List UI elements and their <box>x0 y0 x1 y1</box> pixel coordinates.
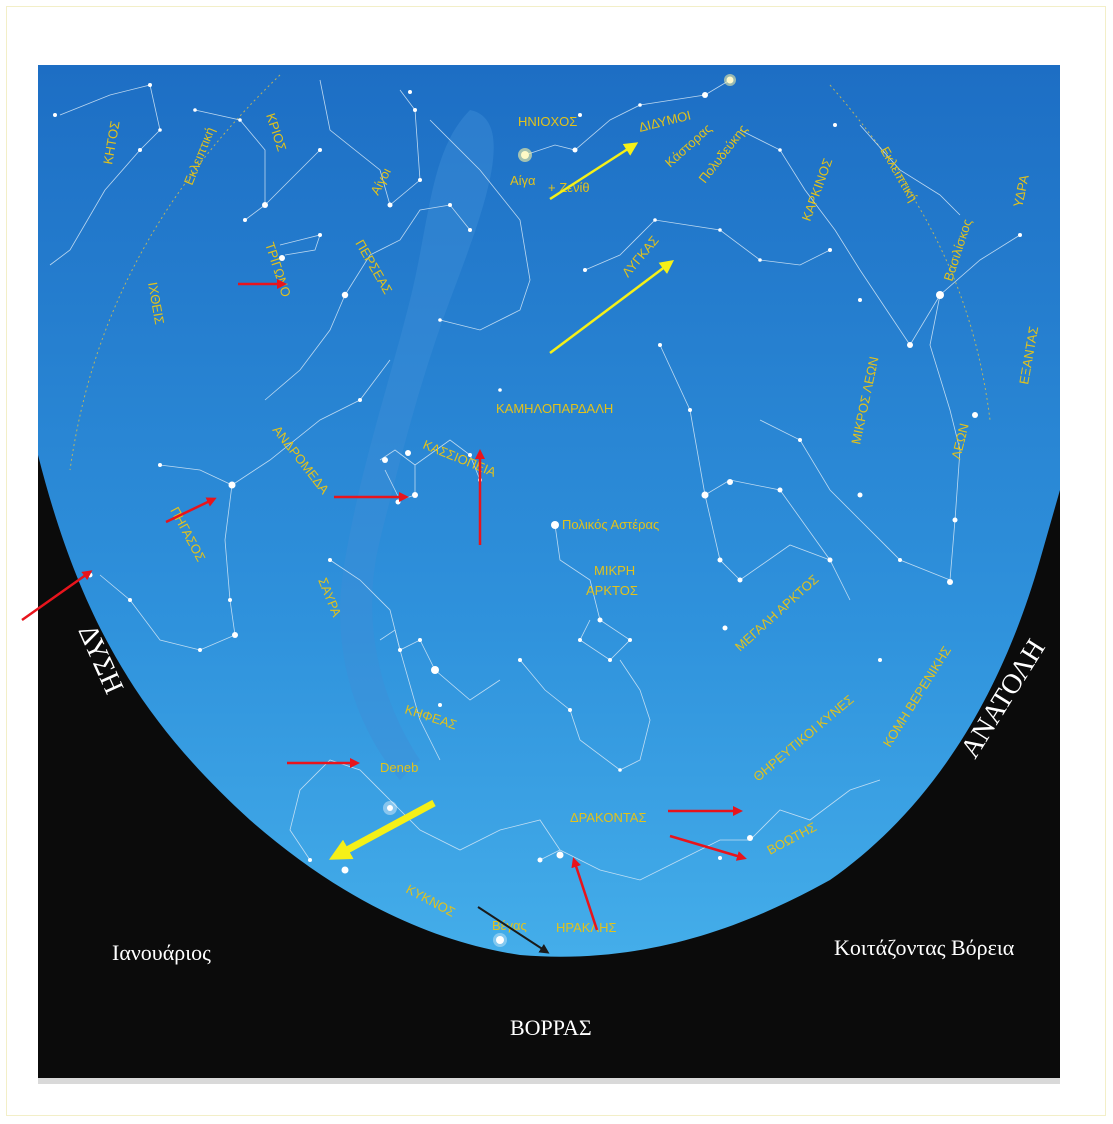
ecliptic-right-line <box>829 84 991 421</box>
month-label: Ιανουάριος <box>112 940 211 965</box>
view-label: Κοιτάζοντας Βόρεια <box>834 935 1015 960</box>
arrow-red-voitis-2 <box>669 834 747 861</box>
page-frame <box>6 6 1106 1116</box>
arrow-red-west <box>21 570 93 622</box>
label-aiga: Αίγα <box>510 173 536 188</box>
label-mikri-arktos-2: ΑΡΚΤΟΣ <box>586 583 638 598</box>
label-mikri-arktos-1: ΜΙΚΡΗ <box>594 563 635 578</box>
label-iniochos: ΗΝΙΟΧΟΣ <box>518 114 577 129</box>
arrow-yellow-didymoi <box>549 142 639 201</box>
ecliptic-left-line <box>69 74 281 471</box>
arrow-yellow-lygkas <box>549 260 674 354</box>
label-ichtheis: ΙΧΘΕΙΣ <box>145 281 167 326</box>
annotation-arrows <box>21 142 747 954</box>
arrow-dark-vegas <box>477 906 550 954</box>
stars <box>53 74 1022 947</box>
label-drakontas: ΔΡΑΚΟΝΤΑΣ <box>570 810 647 825</box>
label-ydra: ΥΔΡΑ <box>1010 173 1032 208</box>
arrow-red-iraklis <box>571 857 599 931</box>
label-iraklis: ΗΡΑΚΛΗΣ <box>556 920 617 935</box>
scan-edge <box>38 1078 1060 1084</box>
milky-way <box>340 110 494 780</box>
arrow-red-pigasos <box>165 497 217 524</box>
arrow-yellow-kyknos <box>328 799 436 860</box>
label-polikos-asteras: Πολικός Αστέρας <box>562 517 659 532</box>
north-label: ΒΟΡΡΑΣ <box>510 1015 592 1040</box>
label-deneb: Deneb <box>380 760 418 775</box>
horizon-silhouette <box>38 455 1060 1083</box>
label-kamilopardali: ΚΑΜΗΛΟΠΑΡΔΑΛΗ <box>496 401 613 416</box>
